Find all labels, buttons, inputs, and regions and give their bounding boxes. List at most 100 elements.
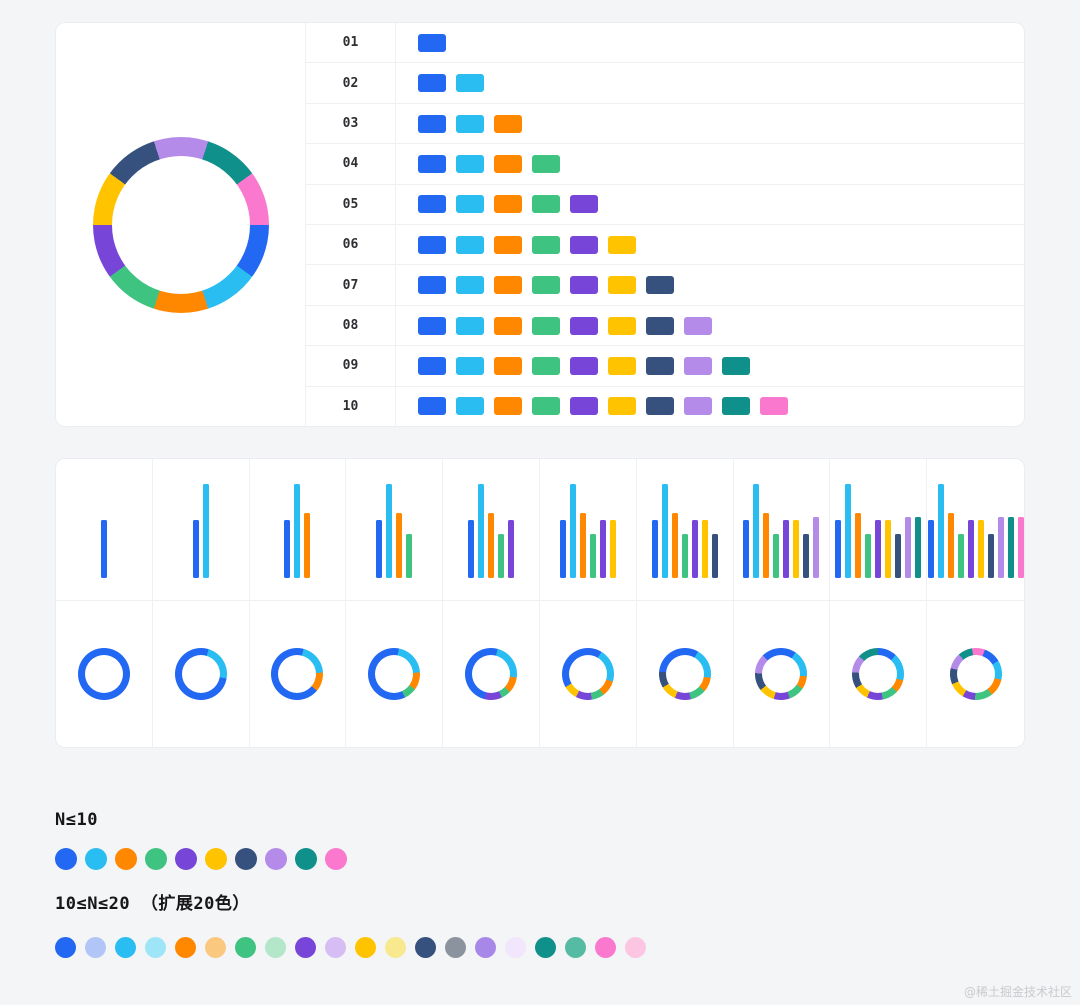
row-label: 05: [306, 184, 396, 225]
mini-donut-chart-cell: [734, 601, 831, 747]
row-label: 06: [306, 225, 396, 265]
color-swatch: [684, 356, 712, 375]
bar: [977, 520, 984, 578]
bar: [967, 520, 974, 578]
color-swatch: [532, 195, 560, 214]
legend-color-dot: [175, 848, 197, 870]
color-swatch: [418, 397, 446, 416]
bar: [691, 520, 698, 578]
bar: [803, 534, 810, 578]
row-swatches: [396, 63, 484, 102]
color-swatch: [418, 154, 446, 173]
legend-color-dot: [415, 937, 436, 958]
bar: [763, 513, 770, 578]
bar: [192, 520, 199, 578]
row-label: 03: [306, 103, 396, 144]
color-swatch: [494, 114, 522, 133]
table-row: 08: [306, 305, 1024, 347]
legend-n10: N≤10: [55, 810, 347, 870]
bar: [609, 520, 616, 578]
bar: [202, 484, 209, 578]
bar: [885, 520, 892, 578]
bar: [753, 484, 760, 578]
row-swatches: [396, 104, 522, 143]
mini-donut-chart: [174, 648, 227, 700]
mini-donut-chart-cell: [250, 601, 347, 747]
bar: [671, 513, 678, 578]
mini-donut-chart: [77, 648, 130, 700]
legend-color-dot: [235, 937, 256, 958]
color-swatch: [456, 397, 484, 416]
color-swatch: [418, 235, 446, 254]
mini-donut-chart: [271, 648, 324, 700]
color-swatch: [418, 195, 446, 214]
legend-color-dot: [295, 848, 317, 870]
color-swatch: [570, 235, 598, 254]
bar: [478, 484, 485, 578]
legend-n10-title: N≤10: [55, 810, 98, 830]
row-swatches: [396, 387, 788, 426]
legend-color-dot: [175, 937, 196, 958]
legend-color-dot: [115, 848, 137, 870]
bar: [1017, 517, 1024, 578]
mini-donut-chart-cell: [540, 601, 637, 747]
color-swatch: [456, 74, 484, 93]
color-swatch: [494, 276, 522, 295]
color-swatch: [456, 235, 484, 254]
bar: [284, 520, 291, 578]
color-swatch: [456, 195, 484, 214]
bar: [835, 520, 842, 578]
legend-color-dot: [385, 937, 406, 958]
table-row: 07: [306, 265, 1024, 306]
bar: [855, 513, 862, 578]
color-swatch: [532, 276, 560, 295]
row-swatches: [396, 306, 712, 345]
mini-bar-chart-cell: [56, 459, 153, 601]
bar: [947, 513, 954, 578]
bar: [1007, 517, 1014, 578]
row-label: 09: [306, 346, 396, 386]
row-swatches: [396, 265, 674, 304]
color-swatch: [608, 276, 636, 295]
big-donut-chart: [92, 136, 269, 313]
bar: [915, 517, 922, 578]
legend-color-dot: [235, 848, 257, 870]
row-swatches: [396, 346, 750, 385]
row-swatches: [396, 144, 560, 183]
color-swatch: [608, 316, 636, 335]
bar: [783, 520, 790, 578]
legend-color-dot: [265, 848, 287, 870]
mini-donut-chart: [852, 648, 905, 700]
legend-color-dot: [265, 937, 286, 958]
legend-color-dot: [505, 937, 526, 958]
legend-color-dot: [535, 937, 556, 958]
color-swatch: [608, 356, 636, 375]
table-row: 01: [306, 23, 1024, 64]
legend-color-dot: [445, 937, 466, 958]
color-swatch: [456, 154, 484, 173]
color-swatch: [532, 235, 560, 254]
color-swatch: [684, 316, 712, 335]
mini-donut-chart: [465, 648, 518, 700]
mini-bar-chart-cell: [249, 459, 347, 601]
legend-color-dot: [475, 937, 496, 958]
bar: [895, 534, 902, 578]
mini-donut-chart: [949, 648, 1002, 700]
table-row: 04: [306, 144, 1024, 185]
row-label: 10: [306, 386, 396, 427]
legend-n20-title: 10≤N≤20 （扩展20色）: [55, 894, 250, 914]
color-swatch: [418, 74, 446, 93]
mini-donut-chart: [561, 648, 614, 700]
bar: [579, 513, 586, 578]
mini-bar-chart-cell: [152, 459, 250, 601]
table-row: 06: [306, 225, 1024, 266]
legend-color-dot: [205, 848, 227, 870]
mini-donut-chart: [368, 648, 421, 700]
mini-bar-chart-cell: [733, 459, 831, 601]
big-donut-panel: [56, 23, 306, 426]
color-swatch: [646, 356, 674, 375]
mini-donut-chart-cell: [830, 601, 928, 747]
bar: [569, 484, 576, 578]
bar: [661, 484, 668, 578]
color-swatch: [418, 276, 446, 295]
